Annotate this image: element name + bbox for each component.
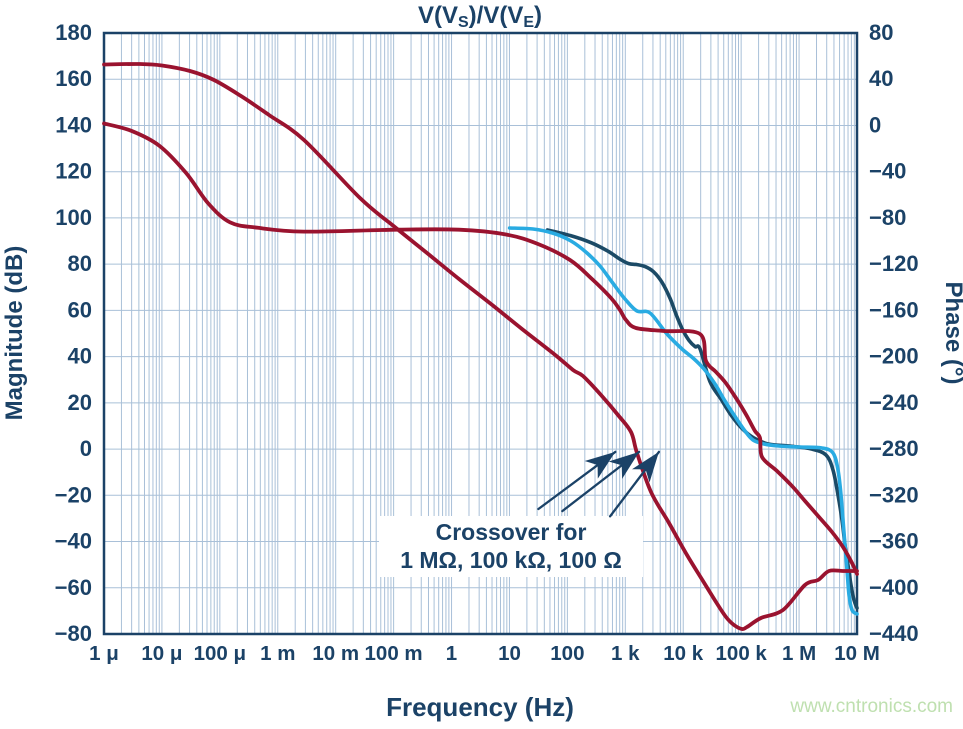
svg-text:−280: −280 — [869, 436, 919, 461]
svg-text:120: 120 — [55, 159, 92, 184]
svg-text:1: 1 — [446, 642, 457, 665]
svg-text:140: 140 — [55, 113, 92, 138]
svg-text:100 m: 100 m — [365, 642, 423, 665]
svg-text:−400: −400 — [869, 575, 919, 600]
svg-text:1 MΩ, 100 kΩ, 100 Ω: 1 MΩ, 100 kΩ, 100 Ω — [400, 547, 622, 573]
svg-text:100 k: 100 k — [716, 642, 768, 665]
svg-text:100 μ: 100 μ — [194, 642, 246, 665]
svg-text:−20: −20 — [55, 482, 92, 507]
svg-text:−200: −200 — [869, 344, 919, 369]
svg-text:Crossover for: Crossover for — [436, 519, 587, 545]
svg-text:−40: −40 — [869, 159, 906, 184]
svg-text:1 k: 1 k — [611, 642, 640, 665]
svg-text:−40: −40 — [55, 529, 92, 554]
svg-text:10 m: 10 m — [312, 642, 359, 665]
svg-text:−80: −80 — [869, 205, 906, 230]
svg-text:10: 10 — [498, 642, 521, 665]
svg-text:20: 20 — [68, 390, 92, 415]
svg-text:−320: −320 — [869, 482, 919, 507]
svg-text:100: 100 — [550, 642, 584, 665]
svg-text:1 m: 1 m — [260, 642, 295, 665]
svg-text:−240: −240 — [869, 390, 919, 415]
svg-text:10 M: 10 M — [834, 642, 880, 665]
svg-text:40: 40 — [68, 344, 92, 369]
svg-text:www.cntronics.com: www.cntronics.com — [789, 696, 953, 717]
svg-text:−360: −360 — [869, 529, 919, 554]
svg-text:0: 0 — [869, 113, 881, 138]
svg-text:80: 80 — [68, 251, 92, 276]
svg-text:80: 80 — [869, 20, 893, 45]
svg-text:−160: −160 — [869, 297, 919, 322]
svg-text:180: 180 — [55, 20, 92, 45]
svg-text:−80: −80 — [55, 621, 92, 646]
svg-text:0: 0 — [80, 436, 92, 461]
svg-text:Frequency (Hz): Frequency (Hz) — [386, 692, 574, 722]
svg-text:160: 160 — [55, 66, 92, 91]
svg-text:100: 100 — [55, 205, 92, 230]
svg-text:1 μ: 1 μ — [89, 642, 119, 665]
svg-text:−120: −120 — [869, 251, 919, 276]
svg-text:10 μ: 10 μ — [141, 642, 182, 665]
svg-text:−60: −60 — [55, 575, 92, 600]
svg-text:Phase (°): Phase (°) — [940, 282, 963, 385]
svg-text:1 M: 1 M — [782, 642, 816, 665]
svg-text:V(VS)/V(VE): V(VS)/V(VE) — [418, 2, 542, 31]
svg-text:60: 60 — [68, 297, 92, 322]
svg-text:40: 40 — [869, 66, 893, 91]
svg-text:Magnitude (dB): Magnitude (dB) — [1, 246, 28, 421]
svg-text:10 k: 10 k — [663, 642, 703, 665]
